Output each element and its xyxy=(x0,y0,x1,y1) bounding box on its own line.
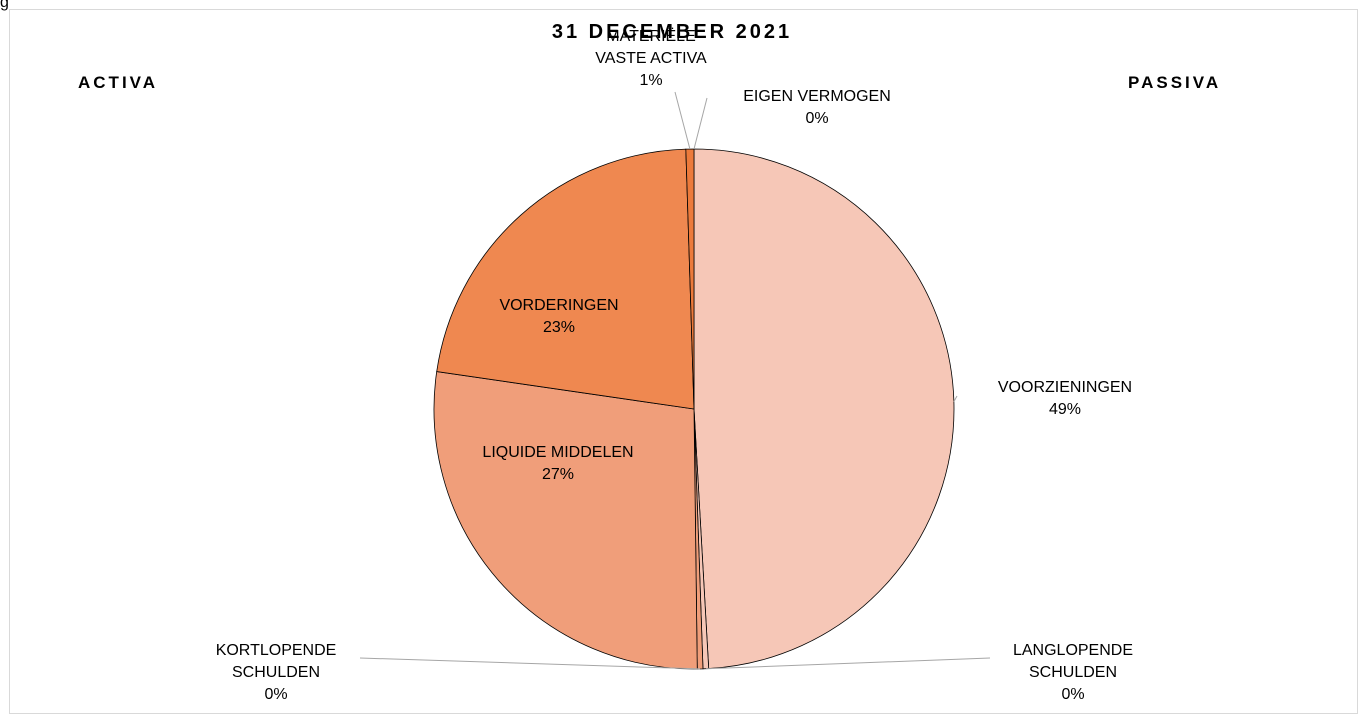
label-eigen-vermogen: EIGEN VERMOGEN 0% xyxy=(743,88,891,127)
leader-eigen-vermogen xyxy=(693,97,708,150)
slice-labels: VOORZIENINGEN 49% LANGLOPENDE SCHULDEN 0% KOR… xyxy=(216,27,1133,703)
label-materi-le-vaste-activa: MATERIËLE VASTE ACTIVA 1% xyxy=(595,27,707,89)
leader-lines xyxy=(359,91,991,670)
leader-langlopende-schulden xyxy=(705,657,991,670)
label-liquide-middelen: LIQUIDE MIDDELEN 27% xyxy=(482,444,633,483)
activa-heading: ACTIVA xyxy=(78,73,159,92)
label-langlopende-schulden: LANGLOPENDE SCHULDEN 0% xyxy=(1013,642,1133,703)
leader-voorzieningen xyxy=(953,395,958,402)
chart-title: 31 DECEMBER 2021 xyxy=(551,21,793,43)
leader-materi-le-vaste-activa xyxy=(674,91,691,150)
slice-vorderingen xyxy=(436,148,695,410)
leader-kortlopende-schulden xyxy=(359,657,701,670)
chart-frame xyxy=(9,9,1358,714)
passiva-heading: PASSIVA xyxy=(1128,73,1222,92)
label-kortlopende-schulden: KORTLOPENDE SCHULDEN 0% xyxy=(216,642,337,703)
label-voorzieningen: VOORZIENINGEN 49% xyxy=(998,379,1132,418)
pie-slices xyxy=(433,148,955,670)
slice-liquide-middelen xyxy=(433,371,698,670)
label-vorderingen: VORDERINGEN 23% xyxy=(499,297,618,336)
corner-note: g xyxy=(0,0,9,11)
slice-voorzieningen xyxy=(693,148,955,670)
